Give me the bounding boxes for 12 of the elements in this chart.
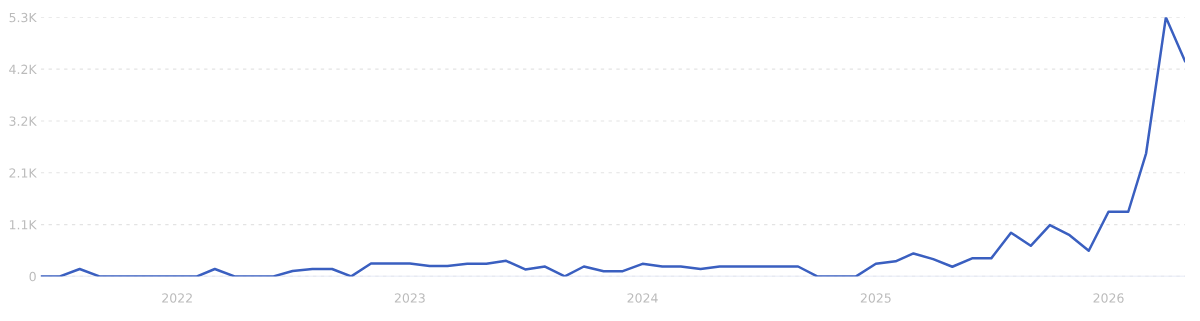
- x-tick-label: 2024: [627, 293, 658, 303]
- y-tick-label: 1.1K: [9, 220, 37, 230]
- x-tick-label: 2025: [860, 293, 891, 303]
- y-tick-label: 2.1K: [9, 168, 37, 178]
- y-tick-label: 0: [29, 271, 36, 282]
- x-tick-label: 2026: [1093, 293, 1124, 303]
- x-tick-label: 2023: [394, 293, 425, 303]
- y-tick-label: 4.2K: [9, 64, 37, 74]
- y-tick-label: 3.2K: [9, 116, 37, 126]
- y-tick-label: 5.3K: [9, 12, 37, 23]
- line-series: [40, 17, 1185, 277]
- x-tick-label: 2022: [162, 293, 192, 303]
